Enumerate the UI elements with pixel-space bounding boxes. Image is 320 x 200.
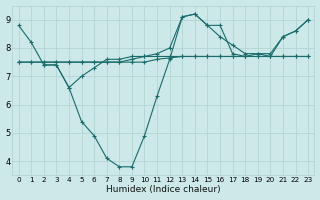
X-axis label: Humidex (Indice chaleur): Humidex (Indice chaleur) (106, 185, 221, 194)
